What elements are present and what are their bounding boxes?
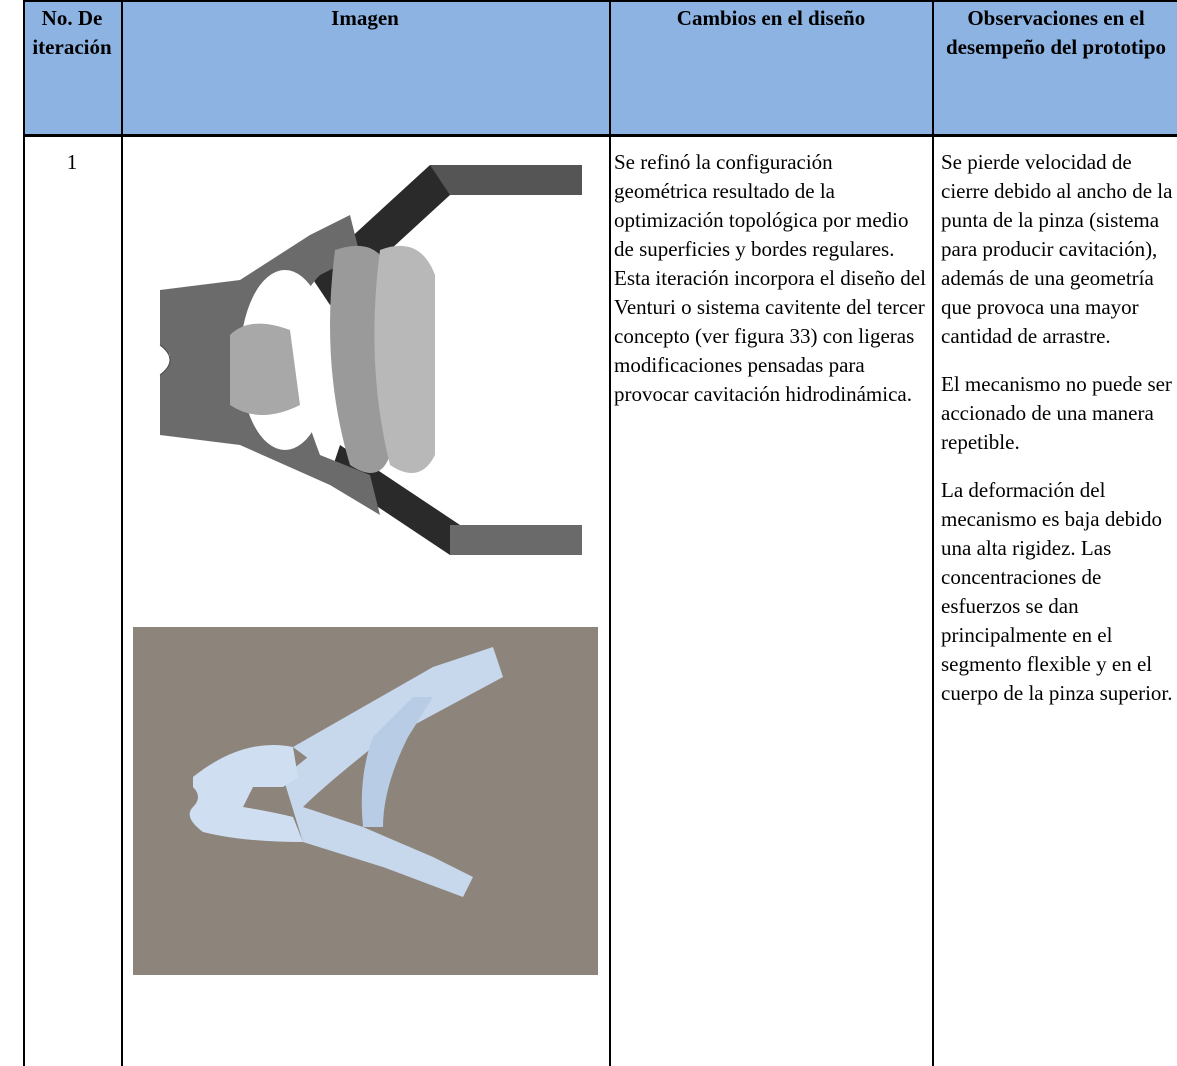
observation: Se pierde velocidad de cierre debido al … [941,150,1173,348]
observation: El mecanismo no puede ser accionado de u… [941,372,1172,454]
header-cell: Imagen [331,6,399,30]
observation: La deformación del mecanismo es baja deb… [941,478,1173,705]
header-cell: Observaciones en el desempeño del protot… [945,6,1167,59]
border [23,134,1177,137]
changes-text: Se refinó la configuración geométrica re… [614,150,926,406]
photo-image [133,627,598,975]
border [23,0,1177,2]
border [932,0,934,1066]
header-cell: Cambios en el diseño [676,6,866,30]
iteration-number: 1 [66,150,78,174]
cad-image [159,165,582,555]
border [121,0,123,1066]
observations: Se pierde velocidad de cierre debido al … [941,148,1175,727]
header-background [23,0,1177,134]
border [23,0,25,1066]
border [609,0,611,1066]
header-cell: No. De iteración [32,6,112,59]
